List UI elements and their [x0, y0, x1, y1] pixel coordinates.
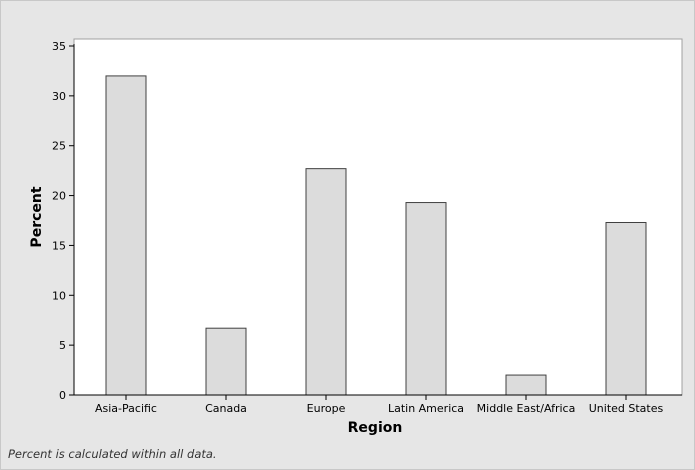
y-tick-label: 25 [52, 140, 66, 153]
bar [505, 374, 547, 396]
x-tick-label: Europe [307, 402, 346, 415]
x-axis-title: Region [348, 420, 403, 436]
x-tick-label: Asia-Pacific [95, 402, 157, 415]
y-tick-label: 0 [59, 389, 66, 402]
bar [305, 168, 347, 396]
footnote: Percent is calculated within all data. [8, 447, 217, 461]
bar [205, 327, 247, 396]
y-tick-label: 30 [52, 90, 66, 103]
y-tick-label: 5 [59, 339, 66, 352]
x-tick-label: Middle East/Africa [477, 402, 576, 415]
y-axis: 0 5 10 15 20 25 30 35 [52, 40, 75, 402]
bar-chart: 0 5 10 15 20 25 30 35 Asia-Pacific Canada Europe L… [29, 38, 683, 436]
y-tick-label: 20 [52, 190, 66, 203]
y-tick-label: 15 [52, 239, 66, 252]
bar [605, 221, 647, 396]
x-tick-label: United States [589, 402, 664, 415]
x-tick-label: Canada [205, 402, 247, 415]
x-axis: Asia-Pacific Canada Europe Latin America Mid… [74, 394, 682, 415]
bar [105, 75, 147, 396]
y-tick-label: 10 [52, 289, 66, 302]
plot-area [73, 38, 683, 396]
bars-group [105, 75, 647, 396]
x-tick-label: Latin America [388, 402, 464, 415]
y-axis-title: Percent [29, 186, 45, 247]
bar [405, 202, 447, 396]
y-tick-label: 35 [52, 40, 66, 53]
